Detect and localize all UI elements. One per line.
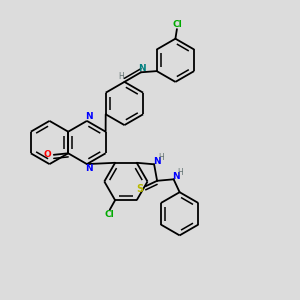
Text: S: S bbox=[137, 184, 144, 194]
Text: N: N bbox=[85, 112, 92, 121]
Text: N: N bbox=[138, 64, 146, 73]
Text: N: N bbox=[85, 164, 92, 173]
Text: Cl: Cl bbox=[104, 210, 114, 219]
Text: H: H bbox=[158, 153, 164, 162]
Text: H: H bbox=[118, 72, 124, 81]
Text: N: N bbox=[172, 172, 180, 181]
Text: N: N bbox=[153, 157, 160, 166]
Text: O: O bbox=[43, 150, 51, 159]
Text: H: H bbox=[177, 168, 183, 177]
Text: Cl: Cl bbox=[172, 20, 182, 29]
